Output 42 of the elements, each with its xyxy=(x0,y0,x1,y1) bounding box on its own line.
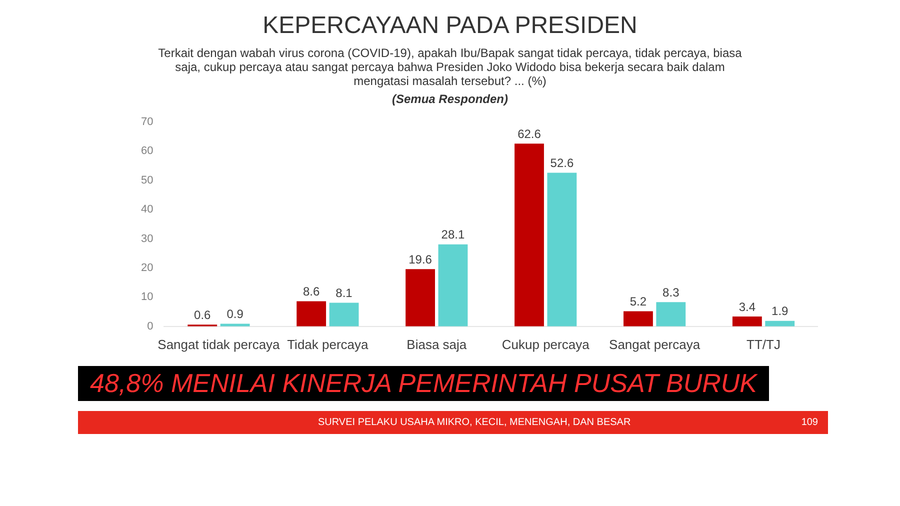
chart-subtitle: Terkait dengan wabah virus corona (COVID-19), apakah Ibu/Bapak sangat tidak percaya, tidak percaya, biasa saja, cukup percaya atau sangat percaya bahwa Presiden Joko Widodo bisa bekerja secara baik dalam mengatasi masalah tersebut? ... (%) xyxy=(158,46,742,88)
data-label: 3.4 xyxy=(738,300,756,314)
data-label: 19.6 xyxy=(408,252,432,266)
x-tick-label: Cukup percaya xyxy=(502,336,590,352)
y-tick-label: 10 xyxy=(140,291,154,304)
bar xyxy=(624,311,653,326)
x-tick-label: Sangat percaya xyxy=(609,336,701,352)
bar xyxy=(406,269,436,326)
bar xyxy=(329,302,359,326)
x-tick-label: Biasa saja xyxy=(406,336,468,352)
data-label: 52.6 xyxy=(550,156,574,170)
x-tick-label: Sangat tidak percaya xyxy=(158,336,281,352)
x-tick-label: Tidak percaya xyxy=(287,336,370,352)
y-tick-label: 70 xyxy=(140,116,154,128)
data-label: 8.3 xyxy=(662,285,680,300)
bar xyxy=(547,172,577,326)
bar xyxy=(765,320,795,326)
data-label: 1.9 xyxy=(772,304,789,318)
y-tick-label: 50 xyxy=(140,174,154,186)
text: SURVEI PELAKU USAHA MIKRO, KECIL, MENENGAH, DAN BESAR xyxy=(318,417,631,428)
y-tick-label: 30 xyxy=(140,232,154,245)
bar xyxy=(656,302,686,326)
y-tick-label: 20 xyxy=(140,262,154,274)
data-label: 0.9 xyxy=(226,307,244,322)
bar xyxy=(732,316,762,326)
y-tick-label: 40 xyxy=(140,204,154,216)
bar xyxy=(296,301,326,326)
data-label: 0.6 xyxy=(194,308,212,322)
bar xyxy=(438,244,468,326)
x-tick-label: TT/TJ xyxy=(746,336,780,352)
text: 109 xyxy=(801,417,818,428)
data-label: 62.6 xyxy=(518,126,542,141)
data-label: 8.1 xyxy=(336,286,353,300)
y-tick-label: 0 xyxy=(147,320,154,332)
data-label: 8.6 xyxy=(302,284,320,299)
y-tick-label: 60 xyxy=(140,145,154,158)
chart-title: KEPERCAYAAN PADA PRESIDEN xyxy=(262,12,638,40)
data-label: 5.2 xyxy=(630,294,647,309)
bar xyxy=(514,144,544,326)
text: 48,8% MENILAI KINERJA PEMERINTAH PUSAT BURUK xyxy=(90,368,757,398)
data-label: 28.1 xyxy=(441,228,465,242)
text: (Semua Responden) xyxy=(390,92,509,106)
